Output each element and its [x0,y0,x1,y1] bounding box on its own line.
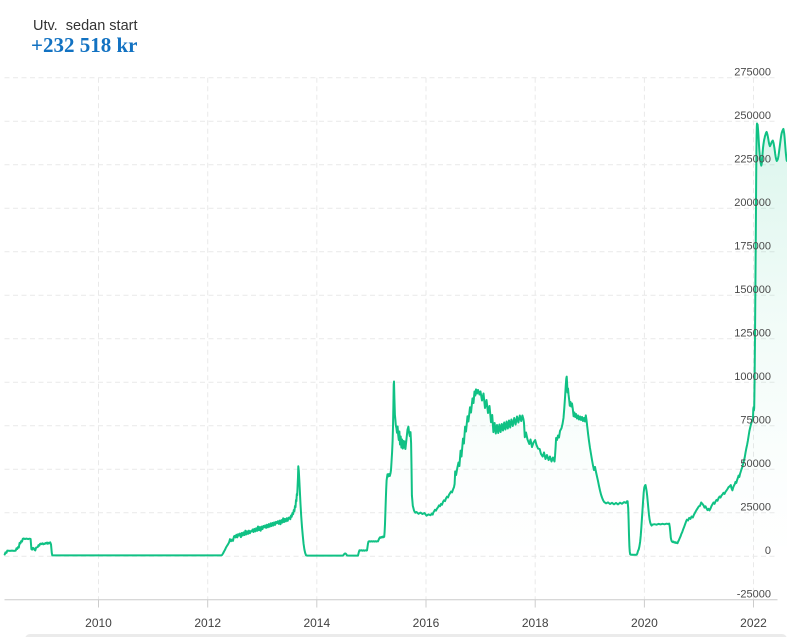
svg-text:150000: 150000 [734,284,771,296]
svg-text:100000: 100000 [734,371,771,383]
svg-text:2020: 2020 [631,616,658,630]
svg-text:125000: 125000 [734,328,771,340]
svg-text:250000: 250000 [734,110,771,122]
svg-text:175000: 175000 [734,241,771,253]
svg-text:2010: 2010 [85,616,112,630]
svg-text:275000: 275000 [734,67,771,79]
svg-text:2018: 2018 [522,616,549,630]
svg-text:-25000: -25000 [737,589,771,601]
svg-text:2014: 2014 [303,616,330,630]
svg-text:2022: 2022 [740,616,767,630]
svg-text:225000: 225000 [734,154,771,166]
svg-text:50000: 50000 [740,458,771,470]
svg-text:25000: 25000 [740,502,771,514]
svg-text:200000: 200000 [734,197,771,209]
svg-text:75000: 75000 [740,415,771,427]
svg-text:2012: 2012 [194,616,221,630]
svg-text:0: 0 [765,545,771,557]
svg-text:2016: 2016 [413,616,440,630]
